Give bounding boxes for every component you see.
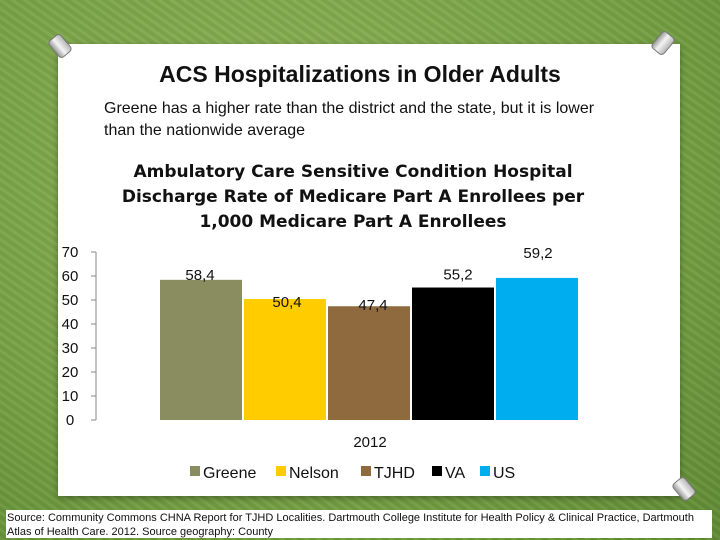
bar-us	[496, 277, 578, 420]
legend-swatch	[432, 466, 442, 476]
data-labels: 58,4 50,4 47,4 55,2 59,2 2012	[185, 245, 552, 451]
data-label: 50,4	[272, 294, 301, 311]
slide-title: ACS Hospitalizations in Older Adults	[159, 61, 561, 87]
legend-label: TJHD	[374, 465, 415, 482]
bar-tjhd	[328, 306, 410, 420]
x-category-label: 2012	[353, 434, 386, 451]
slide-card	[58, 44, 680, 496]
y-tick-label: 30	[62, 340, 79, 357]
y-tick-label: 70	[62, 244, 79, 261]
data-label: 58,4	[185, 267, 214, 284]
y-tick-label: 50	[62, 292, 79, 309]
legend-label: VA	[445, 465, 465, 482]
chart-title-line: Ambulatory Care Sensitive Condition Hosp…	[133, 162, 572, 182]
y-axis: 0 10 20 30 40 50 60 70	[62, 244, 97, 429]
legend-swatch	[480, 466, 490, 476]
y-tick-label: 40	[62, 316, 79, 333]
slide-subtitle: Greene has a higher rate than the distri…	[104, 100, 595, 139]
y-tick-label: 20	[62, 364, 79, 381]
legend-label: Nelson	[289, 465, 339, 482]
bar-greene	[160, 279, 242, 420]
legend-swatch	[361, 466, 371, 476]
legend-swatch	[276, 466, 286, 476]
chart-title: Ambulatory Care Sensitive Condition Hosp…	[122, 162, 585, 232]
legend-label: Greene	[203, 465, 256, 482]
data-label: 47,4	[358, 297, 387, 314]
y-tick-label: 60	[62, 268, 79, 285]
bar-va	[412, 287, 494, 420]
legend-swatch	[190, 466, 200, 476]
chart-title-line: Discharge Rate of Medicare Part A Enroll…	[122, 187, 585, 207]
data-label: 59,2	[523, 245, 552, 262]
y-tick-label: 10	[62, 388, 79, 405]
source-note: Source: Community Commons CHNA Report fo…	[6, 510, 712, 538]
y-tick-label: 0	[66, 412, 74, 429]
legend: Greene Nelson TJHD VA US	[190, 465, 515, 482]
bar-nelson	[244, 299, 326, 420]
data-label: 55,2	[443, 267, 472, 284]
bars	[160, 277, 578, 420]
chart-title-line: 1,000 Medicare Part A Enrollees	[199, 212, 506, 232]
legend-label: US	[493, 465, 515, 482]
